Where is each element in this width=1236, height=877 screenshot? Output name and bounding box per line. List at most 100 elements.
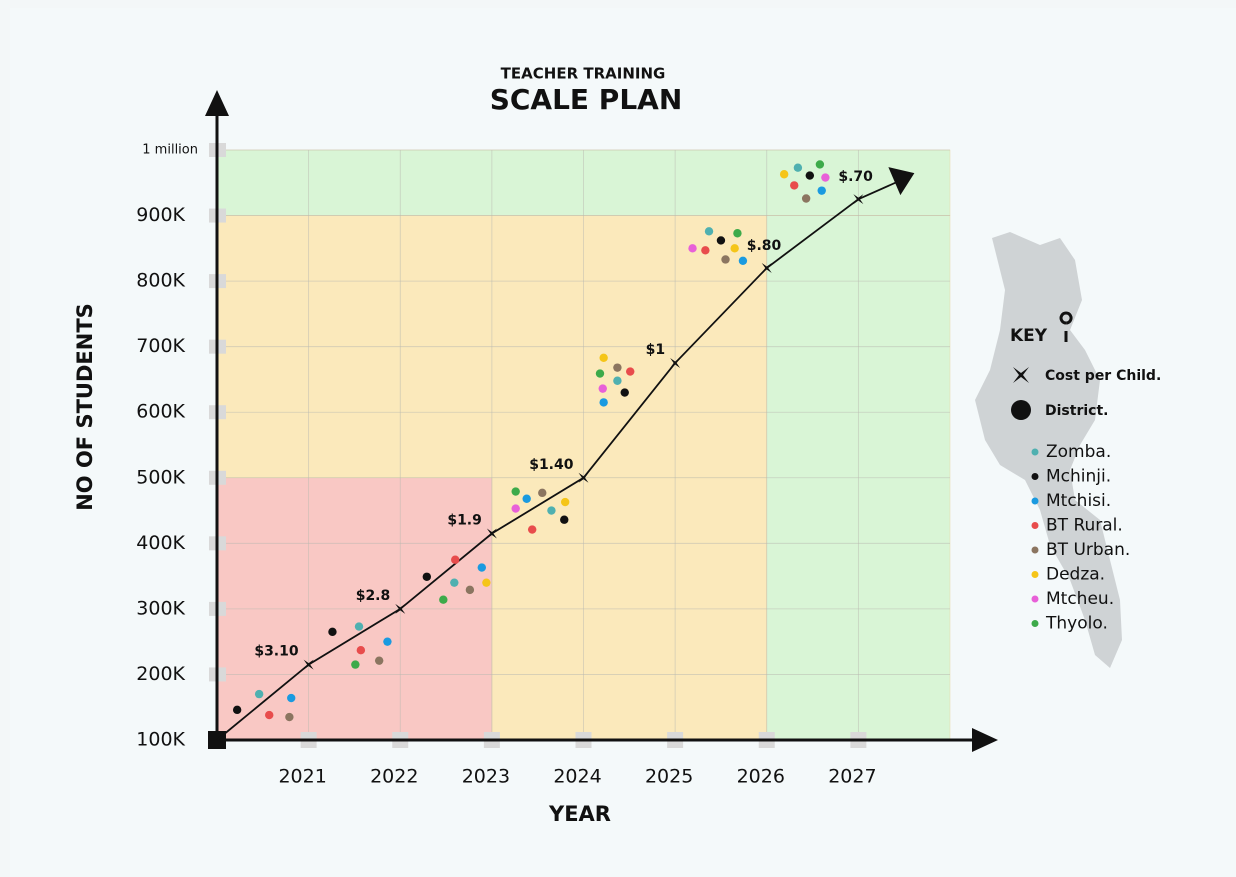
y-tick-label: 300K (136, 597, 185, 619)
y-tick-label: 600K (136, 401, 185, 423)
legend-label: Thyolo. (1045, 614, 1108, 634)
legend-swatch (1031, 546, 1039, 554)
district-dot (422, 572, 432, 581)
y-tick-label: 800K (136, 270, 185, 292)
legend-label: Mtchisi. (1046, 491, 1111, 511)
y-tick-label: 1 million (142, 143, 198, 158)
district-dot (265, 710, 274, 720)
x-axis-label: YEAR (548, 802, 611, 826)
legend-label: Mchinji. (1046, 467, 1111, 487)
district-dot (688, 244, 697, 253)
cost-marker (486, 528, 497, 539)
district-dot (805, 171, 815, 180)
district-dot (779, 170, 789, 179)
value-label: $1.9 (447, 513, 482, 529)
district-dot (287, 693, 296, 703)
x-tick-label: 2023 (462, 766, 510, 788)
x-tick-label: 2025 (645, 766, 693, 788)
cost-marker (578, 472, 589, 483)
key-icon (1059, 311, 1073, 342)
legend-label: BT Urban. (1046, 540, 1130, 560)
x-tick-label: 2021 (278, 766, 326, 788)
district-dot (821, 173, 830, 182)
legend-label: Cost per Child. (1045, 368, 1161, 384)
y-tick-label: 700K (136, 335, 185, 357)
district-dot (354, 622, 364, 631)
district-dot (560, 497, 570, 507)
legend-district-icon (1011, 400, 1031, 420)
district-dot (730, 244, 739, 253)
district-dot (704, 227, 714, 236)
legend-swatch (1031, 571, 1039, 578)
y-tick-label: 500K (136, 466, 185, 488)
district-dot (328, 627, 337, 637)
district-dot (254, 689, 264, 699)
value-label: $.80 (747, 238, 782, 254)
x-tick-label: 2026 (737, 766, 785, 788)
y-tick-label: 400K (136, 532, 185, 554)
district-dot (595, 369, 605, 378)
plot-area (209, 143, 951, 748)
value-label: $3.10 (254, 644, 299, 660)
y-tick-label: 900K (136, 204, 185, 226)
district-dot (451, 555, 460, 564)
legend-label: Dedza. (1046, 565, 1105, 585)
district-dot (738, 256, 748, 265)
cost-marker (395, 603, 406, 614)
district-dot (793, 163, 803, 172)
district-dot (351, 660, 360, 669)
district-dot (560, 515, 569, 524)
legend-swatch (1031, 497, 1039, 505)
cost-line (216, 198, 859, 741)
district-dot (538, 488, 547, 498)
district-dot (527, 525, 537, 534)
district-dot (599, 398, 608, 407)
legend-label: BT Rural. (1046, 516, 1123, 536)
district-dot (817, 186, 826, 195)
district-dot (626, 367, 635, 376)
district-dot (522, 494, 531, 503)
y-axis-label: NO OF STUDENTS (73, 303, 97, 511)
cost-marker (761, 263, 772, 273)
district-dot (465, 585, 475, 595)
district-dot (613, 376, 622, 385)
district-dot (716, 236, 726, 245)
legend-cost-icon (1013, 367, 1029, 383)
district-dot (356, 645, 366, 655)
district-dot (482, 578, 491, 587)
legend-swatch (1031, 522, 1039, 529)
map-silhouette (975, 232, 1122, 668)
legend-swatch (1031, 448, 1039, 456)
cost-marker (303, 659, 314, 670)
district-dot (701, 246, 710, 255)
district-dot (547, 506, 556, 515)
cost-marker (853, 194, 864, 205)
district-dot (721, 255, 730, 264)
chart-title: SCALE PLAN (490, 83, 683, 116)
x-tick-label: 2024 (553, 766, 601, 788)
chart-subtitle: TEACHER TRAINING (501, 65, 666, 83)
cost-line-arrowhead (888, 167, 915, 196)
value-label: $.70 (838, 169, 873, 185)
district-dot (511, 487, 520, 496)
district-dot (620, 388, 629, 397)
x-tick-label: 2027 (828, 766, 876, 788)
y-tick-label: 200K (136, 663, 185, 685)
district-dot (599, 353, 608, 363)
x-tick-label: 2022 (370, 766, 418, 788)
value-label: $2.8 (356, 588, 391, 604)
district-dot (450, 578, 459, 587)
district-dot (383, 637, 392, 646)
legend-swatch (1031, 620, 1039, 627)
district-dot (477, 563, 486, 572)
y-axis-arrow (205, 90, 229, 116)
legend-label: Mtcheu. (1046, 589, 1114, 609)
district-dot (374, 656, 384, 665)
y-tick-label: 100K (136, 729, 185, 751)
legend-swatch (1031, 595, 1039, 603)
legend-label: District. (1045, 403, 1108, 419)
value-label: $1 (646, 342, 665, 358)
district-dot (439, 595, 448, 604)
